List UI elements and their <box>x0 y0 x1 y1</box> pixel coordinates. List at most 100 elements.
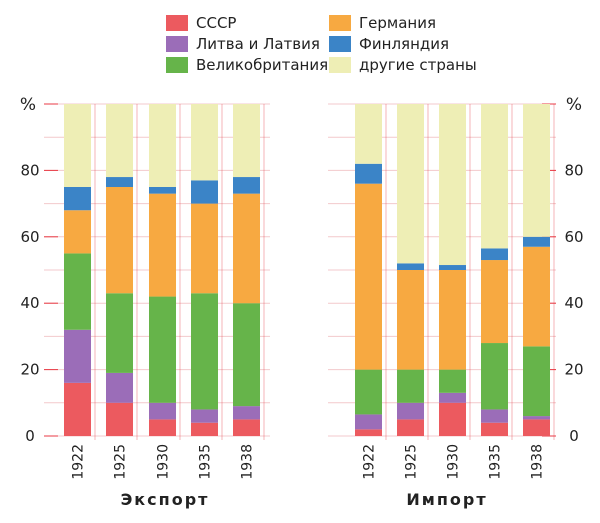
legend-swatch-finland <box>329 36 351 52</box>
import-y-tick-label-20: 20 <box>564 361 583 379</box>
import-y-tick-label-40: 40 <box>564 294 583 312</box>
export-bar-1938-uk <box>233 303 260 407</box>
import-panel-title: Импорт <box>406 490 487 509</box>
export-bar-1938-other <box>233 104 260 178</box>
export-bar-1925-other <box>106 104 133 178</box>
import-bar-1938-baltic <box>523 416 550 420</box>
import-bar-1930-ussr <box>439 402 466 436</box>
export-bar-1938-germany <box>233 193 260 304</box>
export-bar-1930-other <box>149 104 176 187</box>
legend-label-finland: Финляндия <box>359 35 450 53</box>
import-bar-1925-uk <box>397 369 424 403</box>
legend-item-ussr: СССР <box>166 14 236 32</box>
export-bar-1935-other <box>191 104 218 181</box>
export-bar-1922-baltic <box>64 329 91 383</box>
export-bar-1935-finland <box>191 180 218 204</box>
legend-item-germany: Германия <box>329 14 436 32</box>
import-bar-1922-other <box>355 104 382 164</box>
export-bar-1930-baltic <box>149 402 176 420</box>
import-bar-1925-baltic <box>397 402 424 420</box>
import-bar-1938-finland <box>523 236 550 247</box>
import-x-tick-label-1938: 1938 <box>530 444 546 480</box>
export-x-tick-label-1925: 1925 <box>113 444 129 480</box>
export-bar-1922-finland <box>64 187 91 211</box>
import-x-tick-label-1930: 1930 <box>446 444 462 480</box>
import-x-tick-label-1922: 1922 <box>362 444 378 480</box>
export-bar-1935-baltic <box>191 409 218 423</box>
legend: СССР Литва и Латвия Великобритания Герма… <box>0 14 600 78</box>
legend-label-baltic: Литва и Латвия <box>196 35 320 53</box>
legend-swatch-ussr <box>166 15 188 31</box>
import-bar-1935-uk <box>481 343 508 410</box>
export-x-tick-label-1930: 1930 <box>156 444 172 480</box>
import-bar-1922-ussr <box>355 429 382 436</box>
import-bar-1935-germany <box>481 260 508 344</box>
import-bar-1935-other <box>481 104 508 249</box>
import-bar-1930-uk <box>439 369 466 393</box>
import-bar-1922-uk <box>355 369 382 415</box>
import-x-tick-label-1925: 1925 <box>404 444 420 480</box>
legend-item-finland: Финляндия <box>329 35 449 53</box>
export-y-tick-label-20: 20 <box>20 361 39 379</box>
export-x-tick-label-1935: 1935 <box>198 444 214 480</box>
export-y-tick-label-0: 0 <box>25 427 35 445</box>
legend-item-baltic: Литва и Латвия <box>166 35 320 53</box>
export-y-tick-label-80: 80 <box>20 161 39 179</box>
import-bar-1935-ussr <box>481 422 508 436</box>
export-bar-1925-baltic <box>106 372 133 403</box>
import-bar-1925-finland <box>397 263 424 270</box>
export-x-tick-label-1922: 1922 <box>71 444 87 480</box>
export-bar-1922-germany <box>64 210 91 254</box>
import-bar-1922-germany <box>355 183 382 370</box>
import-bar-1925-ussr <box>397 419 424 436</box>
import-bar-1925-other <box>397 104 424 264</box>
import-bar-1935-baltic <box>481 409 508 423</box>
legend-swatch-uk <box>166 57 188 73</box>
export-bar-1938-finland <box>233 177 260 194</box>
export-bar-1938-baltic <box>233 406 260 420</box>
import-bar-1930-other <box>439 104 466 266</box>
legend-item-other: другие страны <box>329 56 477 74</box>
legend-item-uk: Великобритания <box>166 56 328 74</box>
import-y-unit-label: % <box>566 95 582 115</box>
export-y-tick-label-60: 60 <box>20 228 39 246</box>
legend-label-other: другие страны <box>359 56 477 74</box>
export-bar-1935-germany <box>191 203 218 294</box>
legend-label-ussr: СССР <box>196 14 237 32</box>
import-y-tick-label-80: 80 <box>564 161 583 179</box>
export-bar-1925-uk <box>106 293 133 373</box>
import-y-tick-label-0: 0 <box>569 427 579 445</box>
legend-swatch-germany <box>329 15 351 31</box>
export-panel-title: Экспорт <box>121 490 210 509</box>
import-bar-1938-ussr <box>523 419 550 436</box>
export-bar-1935-ussr <box>191 422 218 436</box>
export-bar-1922-other <box>64 104 91 187</box>
export-bar-1922-ussr <box>64 382 91 436</box>
import-bar-1938-other <box>523 104 550 237</box>
export-bar-1925-finland <box>106 177 133 187</box>
export-bar-1930-ussr <box>149 419 176 436</box>
export-bar-1925-germany <box>106 187 133 294</box>
legend-swatch-other <box>329 57 351 73</box>
legend-swatch-baltic <box>166 36 188 52</box>
export-bar-1930-germany <box>149 193 176 297</box>
export-bar-1938-ussr <box>233 419 260 436</box>
export-x-tick-label-1938: 1938 <box>240 444 256 480</box>
import-bar-1925-germany <box>397 270 424 370</box>
import-bar-1935-finland <box>481 248 508 261</box>
export-bar-1930-uk <box>149 296 176 403</box>
import-bar-1930-germany <box>439 270 466 370</box>
legend-label-germany: Германия <box>359 14 436 32</box>
import-bar-1938-germany <box>523 246 550 347</box>
export-bar-1935-uk <box>191 293 218 410</box>
export-bar-1930-finland <box>149 187 176 194</box>
import-bar-1938-uk <box>523 346 550 417</box>
export-bar-1922-uk <box>64 253 91 330</box>
import-bar-1930-baltic <box>439 392 466 403</box>
import-bar-1930-finland <box>439 265 466 270</box>
legend-label-uk: Великобритания <box>196 56 329 74</box>
import-y-tick-label-60: 60 <box>564 228 583 246</box>
export-y-tick-label-40: 40 <box>20 294 39 312</box>
